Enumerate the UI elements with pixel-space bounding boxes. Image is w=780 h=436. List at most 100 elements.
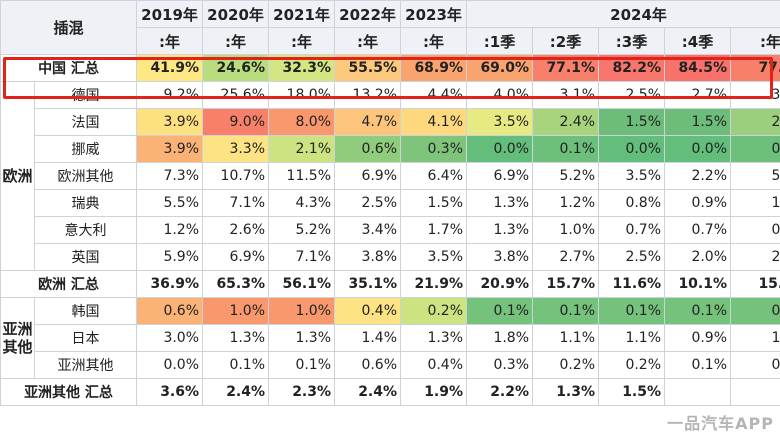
value-cell: 9.2% — [136, 81, 204, 109]
value-cell: 3.6% — [136, 378, 204, 406]
value-cell: 2.2% — [664, 162, 732, 190]
table-row: 亚洲其他 0.0% 0.1% 0.1% 0.6% 0.4% 0.3% 0.2% 0.2% 0.1%… — [1, 351, 780, 379]
value-cell: 0.7% — [664, 216, 732, 244]
value-cell: 2.4% — [202, 378, 270, 406]
value-cell: 5.9% — [136, 243, 204, 271]
value-cell: 2.4% — [532, 108, 600, 136]
row-label: 亚洲其他 汇总 — [0, 378, 138, 406]
year-2024-header: 2024年 — [466, 0, 780, 28]
subtotal-row: 亚洲其他 汇总 3.6% 2.4% 2.3% 2.4% 1.9% 2.2% 1.3% 1.5% — [0, 378, 780, 406]
value-cell: 0.7% — [598, 216, 666, 244]
period-header: :年 — [400, 27, 468, 55]
value-cell: 6.4% — [400, 162, 468, 190]
year-header: 2021年 — [268, 0, 336, 28]
value-cell: 7.1% — [268, 243, 336, 271]
value-cell: 0.6% — [334, 135, 402, 163]
value-cell: 8.0% — [268, 108, 336, 136]
watermark: 一品汽车APP — [667, 414, 774, 433]
value-cell: 0.9% — [730, 216, 780, 244]
value-cell: 0.4% — [334, 297, 402, 325]
value-cell: 55.5% — [334, 54, 402, 82]
value-cell: 5.1% — [730, 162, 780, 190]
value-cell: 0.1% — [532, 297, 600, 325]
value-cell: 10.7% — [202, 162, 270, 190]
value-cell: 0.2% — [532, 351, 600, 379]
value-cell: 24.6% — [202, 54, 270, 82]
header-row-years: 插混 2019年 2020年 2021年 2022年 2023年 2024年 — [0, 0, 780, 55]
value-cell: 1.4% — [334, 324, 402, 352]
value-cell: 0.1% — [664, 297, 732, 325]
value-cell: 13.2% — [334, 81, 402, 109]
value-cell: 15.1% — [730, 270, 780, 298]
region-europe: 欧洲 — [0, 81, 35, 271]
value-cell: 3.5% — [400, 243, 468, 271]
value-cell: 0.6% — [136, 297, 204, 325]
value-cell: 2.7% — [532, 243, 600, 271]
value-cell: 25.6% — [202, 81, 270, 109]
value-cell: 3.4% — [334, 216, 402, 244]
value-cell: 1.7% — [400, 216, 468, 244]
value-cell: 0.1% — [532, 135, 600, 163]
value-cell: 2.5% — [598, 243, 666, 271]
value-cell: 0.0% — [136, 351, 204, 379]
value-cell: 7.1% — [202, 189, 270, 217]
value-cell — [730, 378, 780, 406]
value-cell: 1.5% — [598, 378, 666, 406]
value-cell: 21.9% — [400, 270, 468, 298]
value-cell: 35.1% — [334, 270, 402, 298]
row-label: 亚洲其他 — [33, 351, 138, 379]
year-header: 2022年 — [334, 0, 402, 28]
value-cell: 32.3% — [268, 54, 336, 82]
period-header: :2季 — [532, 27, 600, 55]
value-cell: 0.0% — [598, 135, 666, 163]
corner-header: 插混 — [0, 0, 138, 55]
subtotal-row: 欧洲 汇总 36.9% 65.3% 56.1% 35.1% 21.9% 20.9% 15.7%… — [0, 270, 780, 298]
row-label: 日本 — [33, 324, 138, 352]
value-cell: 5.2% — [532, 162, 600, 190]
value-cell: 1.9% — [400, 378, 468, 406]
table-row: 英国5.9%6.9%7.1%3.8%3.5%3.8%2.7%2.5%2.0%2.… — [1, 243, 780, 271]
value-cell: 0.2% — [598, 351, 666, 379]
table-row: 法国3.9%9.0%8.0%4.7%4.1%3.5%2.4%1.5%1.5%2.… — [1, 108, 780, 136]
table-row: 欧洲 德国 9.2% 25.6% 18.0% 13.2% 4.4% 4.0% 3.1% 2.5% 2… — [0, 81, 780, 271]
value-cell: 3.9% — [136, 135, 204, 163]
value-cell: 1.3% — [466, 189, 534, 217]
value-cell: 1.3% — [268, 324, 336, 352]
value-cell: 0.1% — [202, 351, 270, 379]
value-cell: 0.1% — [268, 351, 336, 379]
value-cell: 4.4% — [400, 81, 468, 109]
value-cell: 1.3% — [400, 324, 468, 352]
value-cell: 0.1% — [730, 135, 780, 163]
value-cell: 6.9% — [202, 243, 270, 271]
value-cell: 2.4% — [334, 378, 402, 406]
row-label: 法国 — [33, 108, 138, 136]
row-label: 德国 — [33, 81, 138, 109]
value-cell: 3.0% — [136, 324, 204, 352]
value-cell: 2.2% — [466, 378, 534, 406]
table-row: 亚洲其他 韩国 0.6% 1.0% 1.0% 0.4% 0.2% 0.1% 0.1% 0.1% 0.… — [0, 297, 780, 379]
value-cell: 77.1% — [532, 54, 600, 82]
value-cell: 5.2% — [268, 216, 336, 244]
value-cell: 0.2% — [730, 351, 780, 379]
value-cell: 2.0% — [664, 243, 732, 271]
value-cell: 2.2% — [730, 108, 780, 136]
value-cell: 69.0% — [466, 54, 534, 82]
year-header: 2019年 — [136, 0, 204, 28]
value-cell: 1.5% — [400, 189, 468, 217]
value-cell: 1.2% — [730, 324, 780, 352]
table-row: 挪威3.9%3.3%2.1%0.6%0.3%0.0%0.1%0.0%0.0%0.… — [1, 135, 780, 163]
value-cell: 0.9% — [664, 324, 732, 352]
value-cell: 0.1% — [664, 351, 732, 379]
value-cell: 3.3% — [202, 135, 270, 163]
value-cell: 3.5% — [598, 162, 666, 190]
table-row: 日本3.0%1.3%1.3%1.4%1.3%1.8%1.1%1.1%0.9%1.… — [1, 324, 780, 352]
value-cell: 6.9% — [334, 162, 402, 190]
value-cell: 36.9% — [136, 270, 204, 298]
row-label: 意大利 — [33, 216, 138, 244]
value-cell: 3.5% — [466, 108, 534, 136]
year-header: 2023年 — [400, 0, 468, 28]
row-label: 英国 — [33, 243, 138, 271]
value-cell: 0.3% — [466, 351, 534, 379]
value-cell: 2.3% — [268, 378, 336, 406]
value-cell: 68.9% — [400, 54, 468, 82]
